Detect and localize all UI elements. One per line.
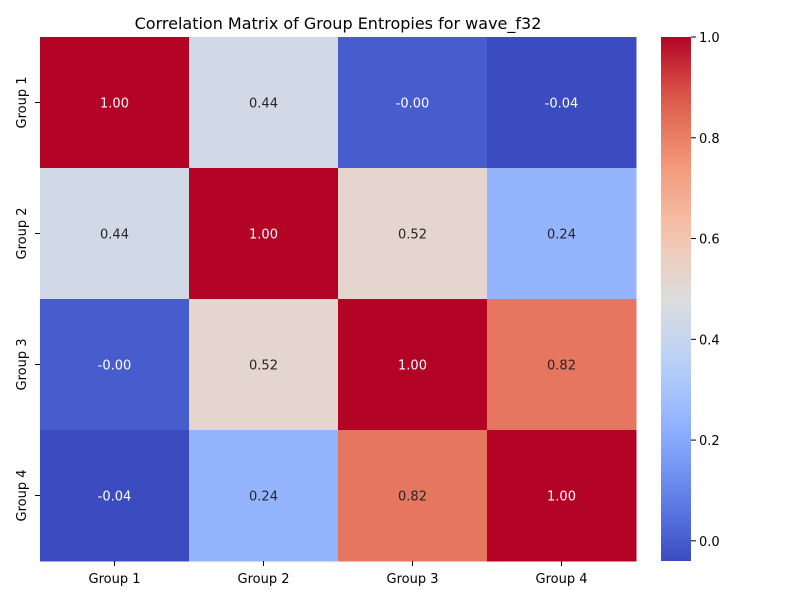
x-tick-label: Group 1 [89, 572, 141, 587]
colorbar-gradient [661, 37, 691, 561]
x-tick-label: Group 3 [387, 572, 439, 587]
y-tick-label: Group 2 [15, 208, 30, 260]
heatmap-cell [487, 299, 637, 431]
heatmap-cell [189, 37, 339, 169]
cell-value-label: 0.52 [249, 359, 278, 374]
y-tick-label: Group 4 [15, 470, 30, 522]
cell-value-label: 0.24 [249, 490, 278, 505]
cell-value-label: 0.82 [547, 359, 576, 374]
y-tick-label: Group 1 [15, 77, 30, 129]
colorbar-ticks: 0.0 0.2 0.4 0.6 0.8 1.0 [691, 31, 720, 550]
heatmap-cell [40, 168, 190, 300]
heatmap-cell [338, 299, 488, 431]
heatmap-cell [338, 37, 488, 169]
chart-title: Correlation Matrix of Group Entropies fo… [135, 14, 542, 34]
heatmap-cell [487, 430, 637, 562]
cell-value-label: -0.04 [545, 97, 579, 112]
colorbar-tick-label: 1.0 [699, 31, 720, 46]
colorbar-tick-label: 0.4 [699, 333, 720, 348]
x-tick-label: Group 4 [536, 572, 588, 587]
cell-value-label: 1.00 [249, 228, 278, 243]
heatmap-cell-labels: 1.00 0.44 -0.00 -0.04 0.44 1.00 0.52 0.24 -0.00 0… [98, 97, 579, 505]
colorbar-tick-label: 0.2 [699, 434, 720, 449]
cell-value-label: 1.00 [398, 359, 427, 374]
y-axis: Group 1 Group 2 Group 3 Group 4 [15, 77, 40, 522]
cell-value-label: -0.00 [396, 97, 430, 112]
heatmap-cell [40, 37, 190, 169]
cell-value-label: 0.24 [547, 228, 576, 243]
heatmap-cell [40, 299, 190, 431]
heatmap-cells [40, 37, 637, 562]
heatmap-cell [338, 168, 488, 300]
cell-value-label: -0.04 [98, 490, 132, 505]
x-axis: Group 1 Group 2 Group 3 Group 4 [89, 561, 588, 587]
cell-value-label: 0.82 [398, 490, 427, 505]
colorbar-tick-label: 0.0 [699, 535, 720, 550]
cell-value-label: -0.00 [98, 359, 132, 374]
colorbar-tick-label: 0.8 [699, 132, 720, 147]
y-tick-label: Group 3 [15, 339, 30, 391]
heatmap-cell [189, 299, 339, 431]
cell-value-label: 1.00 [547, 490, 576, 505]
colorbar: 0.0 0.2 0.4 0.6 0.8 1.0 [661, 31, 720, 561]
heatmap-cell [189, 430, 339, 562]
heatmap-cell [40, 430, 190, 562]
cell-value-label: 0.44 [100, 228, 129, 243]
x-tick-label: Group 2 [238, 572, 290, 587]
heatmap-cell [189, 168, 339, 300]
heatmap-cell [487, 37, 637, 169]
heatmap-cell [487, 168, 637, 300]
cell-value-label: 1.00 [100, 97, 129, 112]
cell-value-label: 0.52 [398, 228, 427, 243]
heatmap-cell [338, 430, 488, 562]
colorbar-tick-label: 0.6 [699, 233, 720, 248]
cell-value-label: 0.44 [249, 97, 278, 112]
